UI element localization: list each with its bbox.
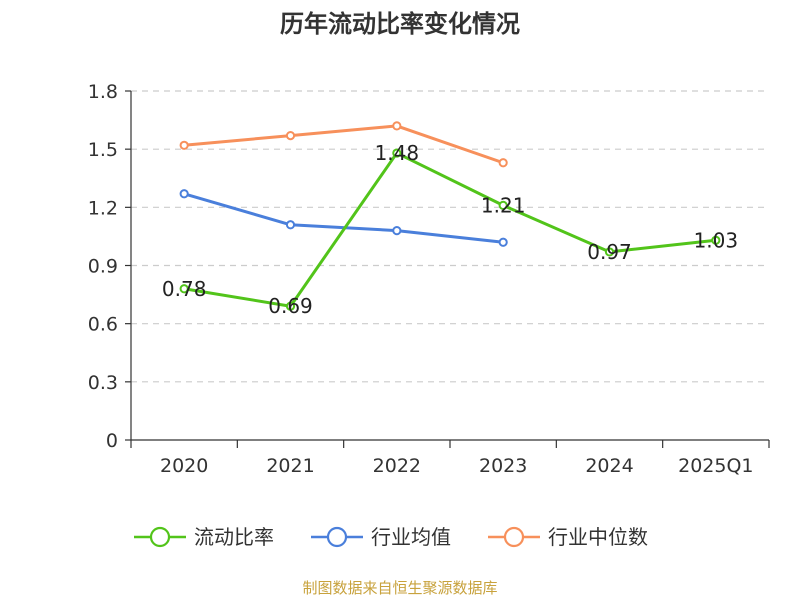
y-tick-label: 0.9 [88, 256, 118, 278]
y-tick-label: 0.6 [88, 314, 118, 336]
legend-item-1[interactable]: 行业均值 [311, 525, 451, 549]
grid-lines [131, 90, 769, 383]
data-label: 1.21 [481, 193, 526, 217]
y-tick-label: 0 [106, 430, 118, 452]
data-point-1-3 [498, 237, 508, 247]
series-line-2 [184, 124, 504, 165]
data-label: 0.97 [587, 240, 632, 264]
x-tick-label: 2025Q1 [678, 455, 753, 477]
x-tick-label: 2021 [266, 455, 314, 477]
data-point-1-1 [285, 220, 296, 230]
data-label: 1.48 [375, 141, 420, 165]
legend[interactable]: 流动比率 行业均值 行业中位数 [134, 525, 648, 549]
legend-item-0[interactable]: 流动比率 [134, 525, 274, 549]
data-label: 0.69 [268, 294, 313, 318]
y-tick-label: 1.8 [88, 81, 118, 103]
data-label: 1.03 [694, 228, 739, 252]
data-point-1-0 [179, 189, 189, 199]
legend-label: 行业均值 [371, 525, 451, 549]
data-label: 0.78 [162, 277, 207, 301]
x-tick-label: 2023 [479, 455, 527, 477]
legend-marker-icon [326, 526, 348, 548]
series-line-0 [183, 151, 716, 308]
y-tick-label: 1.5 [88, 139, 118, 161]
y-tick-label: 1.2 [88, 197, 118, 219]
data-point-0-2 [392, 148, 402, 158]
series-lines [179, 121, 721, 311]
x-tick-label: 2020 [160, 455, 208, 477]
y-tick-label: 0.3 [88, 372, 118, 394]
data-point-0-4 [604, 247, 615, 257]
data-point-0-5 [711, 235, 721, 245]
axes: 0 0.3 0.6 0.9 1.2 1.5 1.8 2020 2021 2022 2023 2024 2… [88, 81, 770, 477]
data-point-2-2 [392, 121, 402, 131]
x-tick-label: 2022 [373, 455, 421, 477]
legend-item-2[interactable]: 行业中位数 [488, 525, 648, 549]
legend-marker-icon [149, 526, 171, 548]
series-line-1 [183, 192, 504, 244]
data-point-2-1 [285, 130, 296, 141]
data-point-2-3 [498, 158, 508, 168]
chart-title: 历年流动比率变化情况 [280, 10, 520, 38]
data-point-2-0 [179, 140, 189, 150]
x-tick-label: 2024 [585, 455, 633, 477]
legend-label: 行业中位数 [548, 525, 648, 549]
data-labels: 0.78 0.69 1.48 1.21 0.97 1.03 [162, 141, 738, 318]
data-point-0-3 [498, 200, 508, 210]
data-point-0-0 [179, 284, 189, 294]
data-point-1-2 [392, 226, 402, 236]
legend-label: 流动比率 [194, 525, 274, 549]
legend-marker-icon [503, 526, 525, 548]
data-point-0-1 [285, 301, 296, 311]
source-note: 制图数据来自恒生聚源数据库 [302, 579, 498, 597]
